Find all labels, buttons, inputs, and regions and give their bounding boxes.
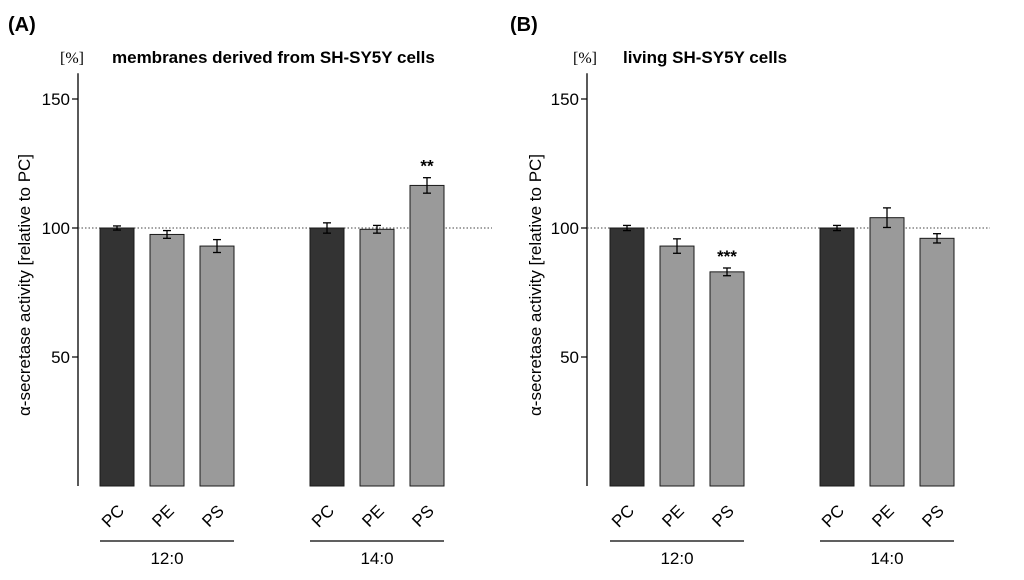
significance-marker: ** — [420, 157, 434, 176]
y-tick-label: 50 — [560, 348, 579, 367]
x-tick-label: PC — [818, 501, 848, 531]
bar — [359, 228, 395, 487]
panel-b-label: (B) — [510, 14, 538, 36]
x-tick-label: PE — [868, 501, 897, 530]
y-tick-label: 150 — [551, 90, 579, 109]
bar — [309, 227, 345, 487]
x-tick-label: PE — [148, 501, 177, 530]
panel-b-plot: 50 100 150 PC PE *** PS 12:0 PC PE PS 14:0 — [551, 73, 990, 568]
x-tick-label: PC — [608, 501, 638, 531]
panel-b-unit: [%] — [573, 50, 597, 67]
y-tick-label: 100 — [551, 219, 579, 238]
group-label: 14:0 — [870, 549, 903, 568]
panel-a-label: (A) — [8, 14, 36, 36]
bar — [869, 217, 905, 487]
bar — [99, 227, 135, 487]
panel-a-unit: [%] — [60, 50, 84, 67]
y-tick-label: 150 — [42, 90, 70, 109]
bar — [409, 184, 445, 487]
x-tick-label: PC — [308, 501, 338, 531]
panel-b-title: living SH-SY5Y cells — [623, 48, 787, 67]
bar — [919, 237, 955, 487]
x-tick-label: PC — [98, 501, 128, 531]
y-tick-label: 50 — [51, 348, 70, 367]
bar — [199, 245, 235, 487]
significance-marker: *** — [717, 247, 737, 266]
bar — [819, 227, 855, 487]
x-tick-label: PS — [198, 501, 227, 530]
group-label: 12:0 — [660, 549, 693, 568]
y-tick-label: 100 — [42, 219, 70, 238]
group-label: 14:0 — [360, 549, 393, 568]
x-tick-label: PS — [708, 501, 737, 530]
x-tick-label: PS — [408, 501, 437, 530]
x-tick-label: PE — [658, 501, 687, 530]
bar — [609, 227, 645, 487]
panel-a-ylabel: α-secretase activity [relative to PC] — [15, 154, 34, 416]
group-label: 12:0 — [150, 549, 183, 568]
bar — [659, 245, 695, 487]
x-tick-label: PS — [918, 501, 947, 530]
panel-a-title: membranes derived from SH-SY5Y cells — [112, 48, 435, 67]
x-tick-label: PE — [358, 501, 387, 530]
bar — [709, 271, 745, 487]
bar — [149, 233, 185, 487]
panel-b-ylabel: α-secretase activity [relative to PC] — [526, 154, 545, 416]
panel-a-plot: 50 100 150 PC PE PS 12:0 PC PE ** PS 14:0 — [42, 73, 492, 568]
